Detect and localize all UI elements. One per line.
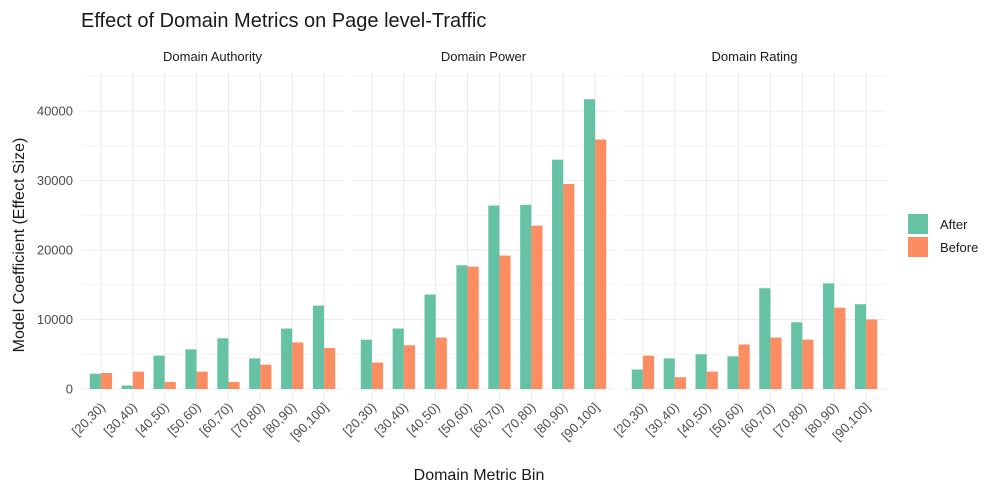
- bar-before: [371, 362, 384, 389]
- bar-after: [631, 369, 643, 389]
- y-tick-label: 10000: [37, 312, 73, 327]
- y-tick-label: 20000: [37, 243, 73, 258]
- bar-after: [392, 328, 404, 389]
- bar-after: [456, 265, 468, 389]
- x-tick-label: [20,30): [340, 400, 379, 439]
- bar-before: [196, 371, 208, 390]
- bar-before: [499, 255, 511, 389]
- bar-after: [520, 204, 532, 389]
- bar-after: [759, 288, 771, 389]
- bar-before: [834, 307, 846, 389]
- bar-after: [583, 99, 596, 389]
- bar-after: [854, 304, 867, 389]
- bar-after: [488, 205, 500, 389]
- bar-before: [467, 266, 479, 389]
- bar-after: [663, 358, 675, 389]
- x-tick-label: [30,40): [372, 400, 411, 439]
- y-tick-label: 40000: [37, 104, 73, 119]
- facet-panels: Domain Authority[20,30)[30,40)[40,50)[50…: [69, 49, 886, 443]
- x-tick-label: [70,80): [499, 400, 538, 439]
- x-tick-label: [50,60): [706, 400, 745, 439]
- bar-after: [121, 385, 133, 389]
- bar-after: [727, 356, 739, 389]
- legend-key-after: [908, 214, 928, 234]
- x-tick-label: [60,70): [467, 400, 506, 439]
- x-tick-label: [30,40): [643, 400, 682, 439]
- y-tick-label: 0: [66, 382, 73, 397]
- bar-before: [324, 348, 336, 389]
- legend-label: Before: [940, 240, 978, 255]
- x-axis-title: Domain Metric Bin: [414, 467, 545, 484]
- x-tick-label: [30,40): [101, 400, 140, 439]
- bar-after: [312, 305, 325, 389]
- x-tick-label: [40,50): [404, 400, 443, 439]
- bar-after: [153, 355, 165, 389]
- bar-after: [281, 328, 293, 389]
- x-tick-label: [50,60): [435, 400, 474, 439]
- chart-title: Effect of Domain Metrics on Page level-T…: [81, 10, 486, 32]
- bar-after: [360, 339, 372, 389]
- x-tick-label: [40,50): [675, 400, 714, 439]
- bar-before: [706, 371, 718, 390]
- bar-after: [552, 159, 564, 389]
- bar-after: [823, 283, 835, 389]
- x-tick-label: [50,60): [164, 400, 203, 439]
- bar-before: [802, 339, 814, 389]
- bar-before: [403, 345, 415, 389]
- bar-before: [100, 373, 113, 389]
- legend-label: After: [940, 217, 968, 232]
- bar-before: [260, 364, 272, 389]
- x-tick-label: [70,80): [228, 400, 267, 439]
- facet-label: Domain Rating: [712, 49, 798, 64]
- x-tick-label: [20,30): [69, 400, 108, 439]
- facet-label: Domain Power: [441, 49, 527, 64]
- bar-before: [228, 382, 240, 389]
- bar-before: [674, 377, 686, 389]
- legend-key-before: [908, 237, 928, 257]
- x-tick-label: [60,70): [738, 400, 777, 439]
- y-axis-title: Model Coefficient (Effect Size): [11, 138, 28, 353]
- bar-before: [866, 319, 878, 389]
- x-tick-label: [20,30): [611, 400, 650, 439]
- bar-before: [642, 355, 655, 389]
- bar-before: [738, 344, 750, 389]
- bar-before: [595, 139, 607, 389]
- bar-before: [132, 371, 144, 390]
- bar-before: [164, 382, 176, 389]
- facet-panel: Domain Rating [20,30)[30,40)[40,50)[50,60…: [611, 49, 886, 443]
- y-axis: 0 10000 20000 30000 40000: [37, 104, 73, 397]
- bar-before: [563, 183, 575, 389]
- x-tick-label: [70,80): [770, 400, 809, 439]
- bar-before: [531, 225, 543, 389]
- bar-before: [292, 342, 304, 389]
- bar-after: [695, 354, 707, 389]
- bar-after: [217, 338, 229, 389]
- bar-after: [424, 294, 436, 389]
- legend: After Before: [908, 214, 978, 257]
- bar-before: [770, 337, 782, 389]
- bar-after: [185, 349, 197, 389]
- facet-label: Domain Authority: [163, 49, 262, 64]
- x-tick-label: [40,50): [133, 400, 172, 439]
- y-tick-label: 30000: [37, 173, 73, 188]
- bar-after: [791, 322, 803, 389]
- bar-after: [249, 358, 261, 389]
- facet-panel: Domain Authority [20,30)[30,40)[40,50)[50…: [69, 49, 344, 443]
- facet-panel: Domain Power [20,30)[30,40)[40,50)[50,60)…: [340, 49, 615, 443]
- x-tick-label: [60,70): [196, 400, 235, 439]
- bar-before: [435, 337, 447, 389]
- bar-after: [89, 373, 101, 389]
